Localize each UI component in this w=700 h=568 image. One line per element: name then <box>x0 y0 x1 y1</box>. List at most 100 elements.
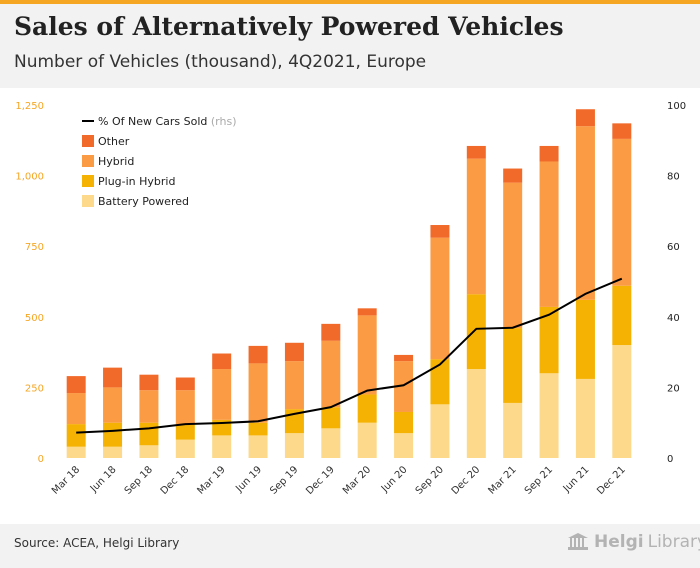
bar-segment-other <box>357 308 377 316</box>
bar-segment-plugin <box>612 285 632 346</box>
bar-segment-battery <box>539 373 559 458</box>
bar-segment-other <box>212 353 232 370</box>
y-left-tick-label: 500 <box>25 313 44 324</box>
bar-segment-plugin <box>466 294 486 370</box>
bar-segment-other <box>394 354 414 362</box>
bar-segment-battery <box>503 402 523 458</box>
bar-segment-hybrid <box>539 161 559 307</box>
percent-new-cars-line <box>76 277 623 434</box>
x-tick-label: Jun 18 <box>88 464 119 495</box>
bar-segment-hybrid <box>66 393 86 425</box>
bar-segment-battery <box>575 378 595 458</box>
bar-segment-hybrid <box>103 387 123 423</box>
page-title: Sales of Alternatively Powered Vehicles <box>14 12 564 41</box>
bar-segment-battery <box>466 369 486 458</box>
x-tick-label: Mar 19 <box>195 464 227 496</box>
bar-segment-other <box>248 345 268 364</box>
bar-segment-hybrid <box>466 158 486 295</box>
bar-segment-plugin <box>575 299 595 379</box>
legend-rhs-suffix: (rhs) <box>211 115 237 128</box>
bar-segment-hybrid <box>248 363 268 423</box>
x-tick-label: Sep 19 <box>268 464 300 496</box>
y-left-tick-label: 1,000 <box>15 172 44 183</box>
bar-segment-other <box>503 168 523 183</box>
bar-segment-battery <box>175 439 195 458</box>
x-tick-label: Sep 21 <box>523 464 555 496</box>
bar-segment-hybrid <box>575 126 595 300</box>
legend-swatch-hybrid <box>82 155 94 167</box>
bar-segment-hybrid <box>357 315 377 395</box>
x-tick-label: Jun 21 <box>561 464 592 495</box>
bar-segment-plugin <box>248 422 268 436</box>
bar-segment-battery <box>248 435 268 458</box>
y-right-tick-label: 100 <box>667 101 686 112</box>
bar-segment-hybrid <box>394 361 414 412</box>
bar-segment-battery <box>66 446 86 458</box>
bar-segment-other <box>612 123 632 139</box>
chart-panel: 0 250 500 750 1,000 1,250 0 20 40 60 80 100 Mar 18 Ju… <box>0 88 700 524</box>
y-right-tick-label: 0 <box>667 454 673 465</box>
bar-segment-other <box>103 367 123 388</box>
library-building-icon <box>568 533 588 550</box>
x-tick-label: Mar 21 <box>486 464 518 496</box>
bar-segment-hybrid <box>175 390 195 425</box>
bar-segment-other <box>321 323 341 341</box>
y-right-tick-label: 20 <box>667 383 680 394</box>
bar-segment-other <box>66 376 86 394</box>
bar-segment-battery <box>103 446 123 458</box>
bar-segment-other <box>284 342 304 362</box>
legend-label-plugin: Plug-in Hybrid <box>98 175 175 188</box>
bar-segment-hybrid <box>612 138 632 286</box>
bar-segment-other <box>466 145 486 159</box>
x-tick-label: Dec 19 <box>304 464 337 497</box>
bar-segment-hybrid <box>284 361 304 410</box>
logo-word-library: Library <box>647 532 700 552</box>
bar-segment-battery <box>612 345 632 458</box>
legend-label-battery: Battery Powered <box>98 195 189 208</box>
source-note: Source: ACEA, Helgi Library <box>14 536 180 550</box>
bar-segment-plugin <box>103 422 123 447</box>
bar-segment-battery <box>321 428 341 458</box>
bar-segment-plugin <box>321 407 341 429</box>
bar-segment-other <box>139 374 159 391</box>
bar-segment-battery <box>284 433 304 458</box>
bar-segment-plugin <box>139 422 159 446</box>
x-tick-label: Dec 21 <box>595 464 628 497</box>
bar-segment-other <box>175 377 195 391</box>
legend-swatch-plugin <box>82 175 94 187</box>
top-accent-bar <box>0 0 700 4</box>
bar-segment-battery <box>430 404 450 458</box>
bar-segment-other <box>539 145 559 162</box>
page-subtitle: Number of Vehicles (thousand), 4Q2021, E… <box>14 52 427 72</box>
bar-segment-other <box>575 109 595 127</box>
x-tick-label: Mar 18 <box>50 464 82 496</box>
y-right-tick-label: 60 <box>667 242 680 253</box>
legend-swatch-battery <box>82 195 94 207</box>
x-tick-label: Sep 20 <box>414 464 446 496</box>
bar-segment-battery <box>139 445 159 458</box>
bar-segment-plugin <box>539 306 559 374</box>
bar-segment-other <box>430 225 450 238</box>
x-tick-label: Sep 18 <box>123 464 155 496</box>
bar-segment-battery <box>394 433 414 458</box>
legend-swatch-other <box>82 135 94 147</box>
y-left-tick-label: 0 <box>38 454 44 465</box>
x-tick-label: Jun 20 <box>379 464 410 495</box>
y-right-tick-label: 80 <box>667 172 680 183</box>
bar-segment-hybrid <box>321 340 341 408</box>
bar-segment-plugin <box>175 424 195 440</box>
bar-segment-plugin <box>430 359 450 405</box>
bar-segment-hybrid <box>139 390 159 423</box>
bar-segment-hybrid <box>503 182 523 329</box>
bar-segment-hybrid <box>430 237 450 360</box>
legend-label-other: Other <box>98 135 130 148</box>
x-tick-label: Dec 20 <box>450 464 483 497</box>
y-left-tick-label: 750 <box>25 242 44 253</box>
y-right-tick-label: 40 <box>667 313 680 324</box>
bar-segment-plugin <box>357 394 377 423</box>
bar-segment-battery <box>357 422 377 458</box>
legend-label-percent: % Of New Cars Sold (rhs) <box>98 115 237 128</box>
y-left-tick-label: 250 <box>25 383 44 394</box>
